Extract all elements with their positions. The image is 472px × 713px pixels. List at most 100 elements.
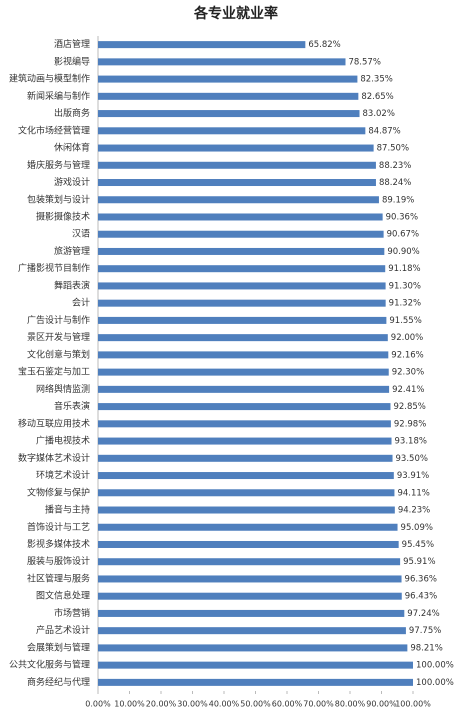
value-label: 93.18% [395, 437, 427, 447]
y-tick-label: 新闻采编与制作 [27, 90, 90, 102]
value-label: 91.30% [389, 281, 421, 291]
value-label: 93.91% [397, 471, 429, 481]
x-tick-label: 0.00% [85, 700, 111, 709]
bar [98, 247, 385, 255]
x-tick-label: 100.00% [395, 700, 431, 709]
y-tick-label: 公共文化服务与管理 [9, 659, 90, 671]
bar [98, 316, 387, 324]
y-tick-label: 摄影摄像技术 [36, 210, 90, 222]
value-label: 100.00% [416, 661, 454, 671]
bar [98, 161, 376, 169]
y-tick-label: 首饰设计与工艺 [27, 521, 90, 533]
x-tick-label: 50.00% [240, 700, 271, 709]
value-label: 98.21% [410, 643, 442, 653]
value-label: 65.82% [308, 40, 340, 50]
value-label: 82.35% [360, 75, 392, 85]
bar [98, 472, 394, 480]
bar [98, 523, 398, 531]
value-label: 92.30% [392, 368, 424, 378]
value-label: 88.24% [379, 178, 411, 188]
x-tick-label: 90.00% [366, 700, 397, 709]
y-tick-label: 景区开发与管理 [27, 331, 90, 343]
value-label: 95.91% [403, 557, 435, 567]
value-label: 91.55% [389, 316, 421, 326]
value-label: 94.23% [398, 506, 430, 516]
bar [98, 213, 383, 221]
y-tick-label: 游戏设计 [54, 176, 90, 188]
value-label: 88.23% [379, 161, 411, 171]
bar [98, 540, 399, 548]
bar [98, 230, 384, 238]
x-tick-label: 40.00% [209, 700, 240, 709]
y-tick-label: 文物修复与保护 [27, 486, 90, 498]
y-tick-label: 产品艺术设计 [36, 624, 90, 636]
value-label: 92.41% [392, 385, 424, 395]
y-tick-label: 社区管理与服务 [27, 572, 90, 584]
value-label: 84.87% [368, 126, 400, 136]
value-label: 89.19% [382, 195, 414, 205]
bar [98, 627, 406, 635]
bar [98, 41, 306, 49]
y-tick-label: 音乐表演 [54, 400, 90, 412]
y-tick-label: 服装与服饰设计 [27, 555, 90, 567]
value-label: 96.36% [405, 574, 437, 584]
y-tick-label: 建筑动画与模型制作 [9, 73, 90, 85]
value-label: 100.00% [416, 678, 454, 688]
bar [98, 368, 389, 376]
bar [98, 678, 413, 686]
bar [98, 489, 395, 497]
bar [98, 506, 395, 514]
y-tick-label: 文化市场经营管理 [18, 124, 90, 136]
value-label: 91.32% [389, 299, 421, 309]
bar [98, 92, 359, 100]
bar [98, 420, 391, 428]
value-label: 90.67% [387, 230, 419, 240]
x-tick-label: 80.00% [335, 700, 366, 709]
x-tick-label: 60.00% [272, 700, 303, 709]
y-tick-label: 包装策划与设计 [27, 193, 90, 205]
bar [98, 144, 374, 152]
bar [98, 127, 366, 135]
bar [98, 575, 402, 583]
bar [98, 75, 358, 83]
y-tick-label: 旅游管理 [54, 245, 90, 257]
y-tick-label: 图文信息处理 [36, 590, 90, 602]
bar [98, 334, 388, 342]
y-tick-label: 酒店管理 [54, 38, 90, 50]
value-label: 90.36% [386, 212, 418, 222]
x-tick-label: 20.00% [146, 700, 177, 709]
y-tick-label: 舞蹈表演 [54, 279, 90, 291]
value-label: 95.09% [401, 523, 433, 533]
bar [98, 592, 402, 600]
y-tick-label: 汉语 [72, 229, 90, 240]
value-label: 92.00% [391, 333, 423, 343]
bar [98, 644, 408, 652]
y-tick-label: 宝玉石鉴定与加工 [18, 366, 90, 378]
y-tick-label: 出版商务 [54, 107, 90, 119]
value-label: 93.50% [396, 454, 428, 464]
bar [98, 265, 386, 273]
bar [98, 282, 386, 290]
value-label: 78.57% [348, 57, 380, 67]
value-label: 92.85% [393, 402, 425, 412]
value-label: 87.50% [377, 144, 409, 154]
value-label: 94.11% [397, 488, 429, 498]
value-label: 97.24% [407, 609, 439, 619]
y-tick-label: 休闲体育 [54, 142, 90, 154]
y-tick-label: 影视编导 [54, 55, 90, 67]
y-tick-label: 播音与主持 [45, 504, 90, 516]
value-label: 90.90% [387, 247, 419, 257]
y-tick-label: 商务经纪与代理 [27, 676, 90, 688]
value-label: 91.18% [388, 264, 420, 274]
y-tick-label: 广播电视技术 [36, 435, 90, 447]
bar [98, 196, 379, 204]
value-label: 96.43% [405, 592, 437, 602]
bar [98, 58, 346, 66]
y-tick-label: 广播影视节目制作 [18, 262, 90, 274]
bar [98, 299, 386, 307]
value-label: 92.98% [394, 419, 426, 429]
bar [98, 385, 390, 393]
y-tick-label: 文化创意与策划 [27, 348, 90, 360]
